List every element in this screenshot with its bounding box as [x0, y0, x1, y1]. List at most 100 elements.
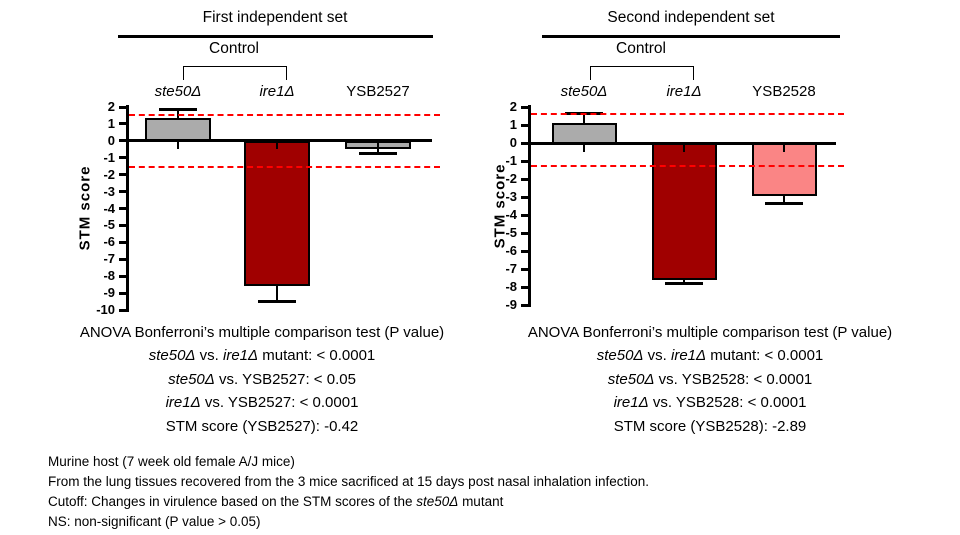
x-axis-line: [126, 139, 432, 143]
y-tick-label: 2: [509, 99, 517, 114]
error-bar-stem: [582, 113, 586, 124]
y-tick-label: -4: [505, 207, 517, 222]
y-tick-label: -6: [505, 243, 517, 258]
category-tick: [682, 144, 686, 152]
y-tick-label: -6: [103, 234, 115, 250]
error-bar-cap: [359, 151, 397, 155]
y-tick: [119, 105, 126, 109]
y-axis-line: [126, 105, 129, 312]
y-tick: [521, 231, 528, 235]
y-tick-label: -1: [505, 153, 517, 168]
y-tick-label: -2: [505, 171, 517, 186]
category-tick: [275, 142, 279, 150]
error-bar-stem: [275, 284, 279, 302]
y-tick-label: -8: [103, 268, 115, 284]
footer-note-line: NS: non-significant (P value > 0.05): [48, 514, 261, 529]
y-tick: [119, 308, 126, 312]
cutoff-line: [129, 114, 440, 117]
chart-title-first-set: First independent set: [202, 9, 348, 26]
y-tick-label: 1: [107, 115, 115, 131]
y-tick: [521, 249, 528, 253]
control-group-label-second-set: Control: [616, 40, 666, 57]
error-bar-stem: [782, 195, 786, 204]
anova-block-first-set: ANOVA Bonferroni’s multiple comparison t…: [28, 321, 496, 438]
x-axis-line: [528, 141, 836, 145]
footer-note-line: Cutoff: Changes in virulence based on th…: [48, 494, 504, 509]
y-tick: [119, 257, 126, 261]
y-tick: [521, 105, 528, 109]
error-bar-cap: [765, 201, 803, 205]
footer-notes: Murine host (7 week old female A/J mice)…: [48, 452, 928, 532]
error-bar-stem: [682, 278, 686, 284]
y-tick-label: 0: [509, 135, 517, 150]
y-tick: [119, 291, 126, 295]
y-tick: [521, 123, 528, 127]
title-underline-second-set: [542, 35, 840, 38]
bar-label-YSB2527: YSB2527: [346, 83, 410, 100]
y-tick-label: -3: [505, 189, 517, 204]
error-bar-stem: [176, 109, 180, 118]
anova-block-second-set: ANOVA Bonferroni’s multiple comparison t…: [487, 321, 933, 438]
y-tick-label: -7: [103, 251, 115, 267]
anova-line: ire1Δ vs. YSB2528: < 0.0001: [613, 394, 807, 412]
bar-label-ire1Δ: ire1Δ: [259, 83, 295, 100]
y-axis-line: [528, 105, 531, 307]
cutoff-line: [531, 113, 844, 116]
footer-note-line: Murine host (7 week old female A/J mice): [48, 454, 295, 469]
y-tick-label: -5: [505, 225, 517, 240]
cutoff-line: [531, 165, 844, 168]
bar-label-ste50Δ: ste50Δ: [154, 83, 202, 100]
y-tick-label: -5: [103, 217, 115, 233]
error-bar-cap: [665, 281, 703, 285]
y-tick-label: -1: [103, 149, 115, 165]
y-tick: [521, 141, 528, 145]
y-tick: [521, 213, 528, 217]
control-group-label-first-set: Control: [209, 40, 259, 57]
y-tick-label: -8: [505, 279, 517, 294]
y-tick: [521, 285, 528, 289]
anova-line: ste50Δ vs. YSB2527: < 0.05: [168, 370, 356, 388]
y-tick: [521, 195, 528, 199]
control-bracket-second-set: [590, 66, 694, 80]
anova-line: STM score (YSB2528): -2.89: [613, 417, 807, 435]
anova-line: ste50Δ vs. YSB2528: < 0.0001: [607, 370, 813, 388]
error-bar-stem: [376, 147, 380, 153]
category-tick: [782, 144, 786, 152]
y-tick: [119, 156, 126, 160]
error-bar-cap: [258, 300, 296, 304]
bar-label-ste50Δ: ste50Δ: [560, 83, 608, 100]
anova-line: ste50Δ vs. ire1Δ mutant: < 0.0001: [596, 347, 824, 365]
category-tick: [376, 142, 380, 150]
y-tick: [119, 207, 126, 210]
control-bracket-first-set: [183, 66, 287, 80]
y-tick-label: -3: [103, 183, 115, 199]
anova-line: ste50Δ vs. ire1Δ mutant: < 0.0001: [148, 347, 376, 365]
bar-ire1Δ: [244, 140, 310, 286]
anova-title: ANOVA Bonferroni’s multiple comparison t…: [527, 324, 893, 341]
y-tick: [119, 223, 126, 227]
anova-line: STM score (YSB2527): -0.42: [165, 417, 359, 435]
bar-label-ire1Δ: ire1Δ: [666, 83, 702, 100]
category-tick: [176, 142, 180, 150]
y-tick-label: 1: [509, 117, 517, 132]
bar-YSB2528: [751, 143, 817, 197]
bar-ire1Δ: [651, 143, 717, 280]
y-tick-label: -10: [96, 302, 115, 317]
y-tick-label: -7: [505, 261, 517, 276]
error-bar-cap: [159, 108, 197, 112]
y-tick: [119, 122, 126, 126]
y-tick-label: 2: [107, 99, 115, 114]
cutoff-line: [129, 166, 440, 169]
category-tick: [582, 144, 586, 152]
y-tick-label: -9: [103, 285, 115, 301]
y-tick: [521, 159, 528, 163]
y-tick-label: 0: [107, 132, 115, 148]
y-tick: [521, 177, 528, 181]
title-underline-first-set: [118, 35, 433, 38]
y-tick: [119, 240, 126, 244]
y-tick-label: -4: [103, 200, 115, 216]
footer-note-line: From the lung tissues recovered from the…: [48, 474, 650, 489]
y-tick-label: -2: [103, 166, 115, 182]
